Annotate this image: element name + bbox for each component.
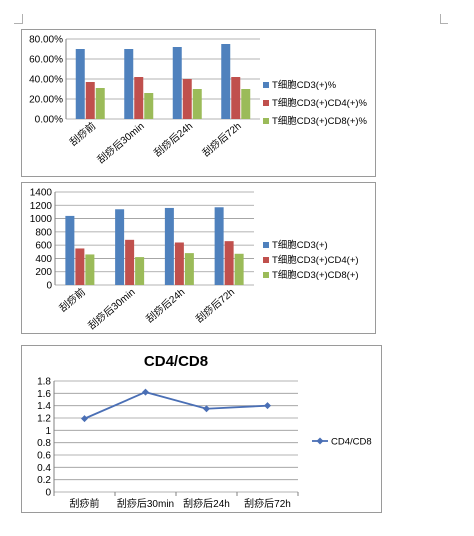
- page-corner-mark-left-h: [14, 23, 22, 24]
- chart-2-bar-1-1: [125, 239, 135, 285]
- chart-1-bar-1-3: [231, 77, 241, 119]
- chart-3-y-tick-label: 0.4: [37, 463, 51, 474]
- chart-1-bar-2-1: [144, 93, 154, 119]
- chart-1-svg: 0.00% 20.00% 40.00% 60.00% 80.00% 刮痧前刮痧后30min…: [29, 35, 368, 167]
- chart-1-x-tick-label: 刮痧后72h: [200, 119, 244, 159]
- page-corner-mark-left-v: [22, 14, 23, 24]
- chart-1-x-tick-label: 刮痧前: [67, 119, 98, 148]
- chart-2-y-tick-label: 1200: [30, 201, 53, 212]
- chart-3-x-tick-label: 刮痧前: [70, 497, 100, 510]
- chart-1-legend-label: T细胞CD3(+)CD4(+)%: [272, 97, 368, 109]
- chart-2-bar-2-1: [135, 257, 145, 285]
- chart-2-frame: 0 200 400 600 800 1000 1200 1400 刮痧前 刮痧后30min 刮痧后2…: [21, 182, 376, 334]
- chart-3-y-tick-label: 0.8: [37, 438, 51, 449]
- chart-1-bar-0-2: [172, 47, 182, 119]
- chart-1-bar-0-3: [221, 44, 231, 119]
- chart-2-bar-1-0: [75, 248, 85, 285]
- chart-3-legend-label: CD4/CD8: [331, 437, 372, 448]
- chart-2-bar-0-0: [65, 215, 75, 285]
- chart-2-bar-0-1: [115, 209, 125, 285]
- chart-1-y-tick-label: 80.00%: [29, 35, 63, 46]
- chart-3-y-tick-label: 0.6: [37, 451, 51, 462]
- chart-1-legend-swatch-2: [263, 118, 269, 124]
- chart-1-legend-swatch-0: [263, 82, 269, 88]
- chart-1-y-tick-label: 40.00%: [29, 75, 63, 86]
- chart-2-legend-label: T细胞CD3(+): [272, 239, 328, 251]
- chart-3-y-tick-label: 1.4: [37, 401, 51, 412]
- chart-3-point-0-0: [81, 415, 88, 423]
- chart-2-x-tick-label: 刮痧后72h: [193, 285, 237, 325]
- page-corner-mark-right-h: [440, 23, 448, 24]
- chart-2-legend-swatch-2: [263, 272, 269, 278]
- chart-3-point-0-3: [264, 402, 271, 410]
- chart-3-y-tick-label: 1.2: [37, 414, 51, 425]
- chart-1-y-tick-label: 60.00%: [29, 55, 63, 66]
- chart-3-y-tick-label: 1.6: [37, 389, 51, 400]
- chart-2-legend-swatch-1: [263, 257, 269, 263]
- chart-2-y-tick-label: 600: [35, 241, 52, 252]
- chart-2-bar-1-2: [174, 242, 184, 285]
- chart-3-x-tick-label: 刮痧后24h: [183, 497, 230, 510]
- chart-1-bar-2-0: [95, 88, 105, 119]
- chart-3-y-tick-label: 1: [45, 426, 51, 437]
- chart-2-bar-0-3: [214, 207, 224, 285]
- chart-2-y-tick-label: 200: [35, 267, 52, 278]
- chart-2-x-tick-label: 刮痧后30min: [85, 285, 137, 332]
- chart-1-legend-label: T细胞CD3(+)%: [272, 79, 337, 91]
- chart-2-y-tick-label: 1400: [30, 188, 53, 199]
- page-corner-mark-right-v: [440, 14, 441, 24]
- chart-1-legend-label: T细胞CD3(+)CD8(+)%: [272, 115, 368, 127]
- chart-1-x-tick-label: 刮痧后30min: [94, 119, 146, 166]
- chart-2-y-tick-label: 800: [35, 227, 52, 238]
- chart-3-legend-marker: [316, 437, 324, 445]
- chart-3-y-tick-label: 0.2: [37, 475, 51, 486]
- chart-2-legend-label: T细胞CD3(+)CD8(+): [272, 269, 359, 281]
- chart-3-point-0-1: [142, 388, 149, 396]
- chart-2-x-tick-label: 刮痧前: [56, 285, 87, 314]
- chart-1-bar-2-3: [241, 89, 251, 119]
- chart-2-legend-label: T细胞CD3(+)CD4(+): [272, 254, 359, 266]
- chart-1-legend-swatch-1: [263, 100, 269, 106]
- chart-2-bar-1-3: [224, 241, 234, 285]
- chart-1-frame: 0.00% 20.00% 40.00% 60.00% 80.00% 刮痧前 刮痧后30min…: [21, 29, 376, 177]
- chart-2-y-tick-label: 0: [46, 281, 52, 292]
- chart-2-bar-0-2: [164, 207, 174, 285]
- chart-2-legend-swatch-0: [263, 242, 269, 248]
- chart-1-bar-2-2: [192, 89, 202, 119]
- chart-1-bar-1-2: [182, 79, 192, 119]
- chart-2-y-tick-label: 400: [35, 254, 52, 265]
- chart-3-y-tick-label: 1.8: [37, 377, 51, 388]
- chart-3-point-0-2: [203, 405, 210, 413]
- chart-1-x-tick-label: 刮痧后24h: [151, 119, 195, 159]
- chart-1-bar-1-1: [134, 77, 144, 119]
- chart-1-bar-0-1: [124, 49, 134, 119]
- chart-3-x-tick-label: 刮痧后30min: [117, 497, 174, 510]
- chart-3-title: CD4/CD8: [144, 353, 208, 370]
- chart-1-y-tick-label: 20.00%: [29, 95, 63, 106]
- chart-2-x-tick-label: 刮痧后24h: [143, 285, 187, 325]
- chart-3-x-tick-label: 刮痧后72h: [244, 497, 291, 510]
- chart-3-frame: CD4/CD8 0 0.2 0.4 0.6 0.8 1 1.2 1.4 1.6 1.8 刮痧前 刮痧后3…: [21, 345, 382, 513]
- chart-2-bar-2-3: [234, 253, 244, 285]
- chart-3-series-line-0: [84, 391, 268, 420]
- chart-2-y-tick-label: 1000: [30, 214, 53, 225]
- chart-3-svg: CD4/CD8 0 0.20.40.6 0.811.2 1.41.61.8 刮痧前 刮痧后3…: [37, 353, 372, 510]
- chart-1-bar-1-0: [85, 82, 95, 119]
- chart-2-bar-2-2: [184, 253, 194, 285]
- chart-3-y-tick-label: 0: [45, 488, 51, 499]
- chart-1-bar-0-0: [75, 49, 85, 119]
- chart-1-y-tick-label: 0.00%: [35, 115, 63, 126]
- chart-2-bar-2-0: [85, 254, 95, 285]
